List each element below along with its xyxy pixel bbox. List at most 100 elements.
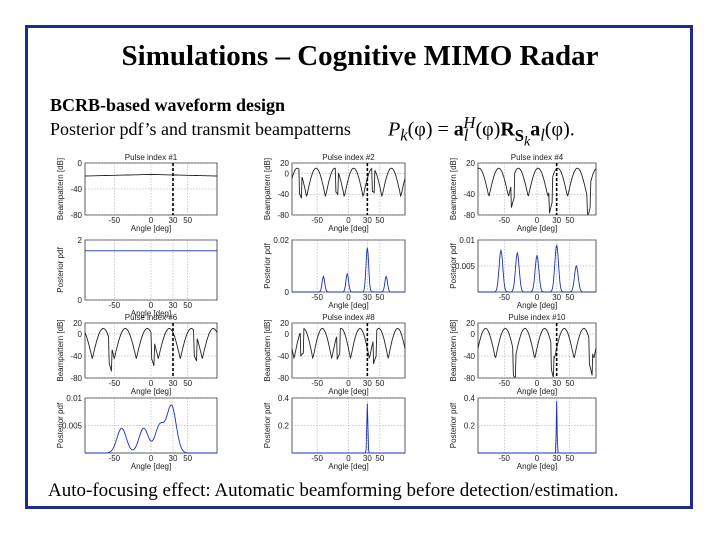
y-axis-label: Beampattern [dB] [449,158,458,220]
series-line [478,400,596,454]
x-tick-label: -50 [311,379,323,388]
y-tick-label: -80 [70,211,82,220]
subtitle-bold: BCRB-based waveform design [50,95,286,115]
x-tick-label: 50 [565,454,574,463]
x-tick-label: 50 [565,379,574,388]
x-tick-label: -50 [109,379,121,388]
plot-p6-beam: -50 0 30 50 -80 -40 0 20 Pulse index #6 Angle [de… [56,313,218,396]
plot-title: Pulse index #2 [322,153,375,162]
plot-p10-pdf: -50 0 30 50 0.2 0.4 Angle [deg] Posterior pdf [449,394,597,471]
plot-frame [291,162,406,216]
x-axis-label: Angle [deg] [131,462,171,471]
x-axis-label: Angle [deg] [517,224,557,233]
y-tick-label: 0.2 [464,422,476,431]
x-tick-label: -50 [109,454,121,463]
series-line [291,327,406,365]
x-tick-label: 50 [375,379,384,388]
x-tick-label: 30 [363,216,372,225]
x-tick-label: 50 [183,379,192,388]
y-axis-label: Posterior pdf [56,402,65,448]
series-line [85,173,217,177]
y-tick-label: 20 [280,159,289,168]
x-tick-label: 50 [183,301,192,310]
x-tick-label: 30 [363,293,372,302]
x-tick-label: 0 [149,454,154,463]
x-tick-label: 0 [535,454,540,463]
x-tick-label: 30 [169,216,178,225]
subtitle: Posterior pdf’s and transmit beampattern… [50,119,351,139]
x-tick-label: -50 [498,454,510,463]
y-axis-label: Posterior pdf [263,243,272,289]
x-tick-label: -50 [311,454,323,463]
y-tick-label: 20 [73,319,82,328]
x-tick-label: 0 [149,301,154,310]
y-tick-label: 0 [78,296,83,305]
y-tick-label: 0 [285,169,290,178]
plot-title: Pulse index #10 [509,313,566,322]
series-line [292,403,405,454]
y-tick-label: -80 [277,211,289,220]
y-tick-label: 0.01 [66,394,82,403]
series-line [84,328,218,372]
x-axis-label: Angle [deg] [131,224,171,233]
x-tick-label: 30 [169,379,178,388]
x-tick-label: 50 [565,216,574,225]
x-tick-label: 50 [183,216,192,225]
y-axis-label: Posterior pdf [449,402,458,448]
y-axis-label: Beampattern [dB] [263,319,272,381]
y-tick-label: -80 [277,374,289,383]
x-tick-label: 30 [552,293,561,302]
x-tick-label: 30 [552,379,561,388]
slide-frame [25,25,693,509]
x-axis-label: Angle [deg] [517,301,557,310]
y-tick-label: 0 [285,330,290,339]
x-tick-label: -50 [109,301,121,310]
y-axis-label: Beampattern [dB] [263,158,272,220]
x-tick-label: 50 [375,216,384,225]
plot-title: Pulse index #4 [511,153,564,162]
series-line [477,167,597,215]
y-tick-label: 20 [280,319,289,328]
x-tick-label: 30 [363,454,372,463]
y-tick-label: 0 [285,288,290,297]
x-axis-label: Angle [deg] [517,462,557,471]
plot-title: Pulse index #6 [125,313,178,322]
x-tick-label: -50 [498,379,510,388]
x-tick-label: 0 [535,293,540,302]
y-axis-label: Beampattern [dB] [56,319,65,381]
x-tick-label: 0 [346,216,351,225]
y-tick-label: -40 [277,352,289,361]
x-axis-label: Angle [deg] [131,309,171,318]
x-axis-label: Angle [deg] [517,387,557,396]
x-tick-label: -50 [311,216,323,225]
y-tick-label: 0.005 [455,262,476,271]
y-axis-label: Beampattern [dB] [449,319,458,381]
x-tick-label: 50 [375,454,384,463]
slide-title: Simulations – Cognitive MIMO Radar [121,40,599,72]
y-tick-label: 0 [78,330,83,339]
x-axis-label: Angle [deg] [131,387,171,396]
series-line [478,245,596,293]
x-tick-label: 50 [183,454,192,463]
x-tick-label: 50 [565,293,574,302]
y-tick-label: -80 [70,374,82,383]
plot-p4-pdf: -50 0 30 50 0.005 0.01 Angle [deg] Posterior pd… [449,236,597,310]
y-tick-label: -40 [463,352,475,361]
x-tick-label: 50 [375,293,384,302]
y-axis-label: Posterior pdf [449,243,458,289]
x-tick-label: 0 [346,379,351,388]
caption: Auto-focusing effect: Automatic beamform… [48,480,619,501]
x-tick-label: 0 [535,379,540,388]
x-tick-label: 30 [169,301,178,310]
y-tick-label: 0 [78,159,83,168]
y-tick-label: 0.01 [459,236,475,245]
y-tick-label: -40 [70,185,82,194]
y-tick-label: -80 [463,211,475,220]
y-axis-label: Beampattern [dB] [56,158,65,220]
x-axis-label: Angle [deg] [328,462,368,471]
plot-p8-pdf: -50 0 30 50 0.2 0.4 Angle [deg] Posterior pdf [263,394,406,471]
plot-title: Pulse index #8 [322,313,375,322]
y-tick-label: 2 [78,236,83,245]
